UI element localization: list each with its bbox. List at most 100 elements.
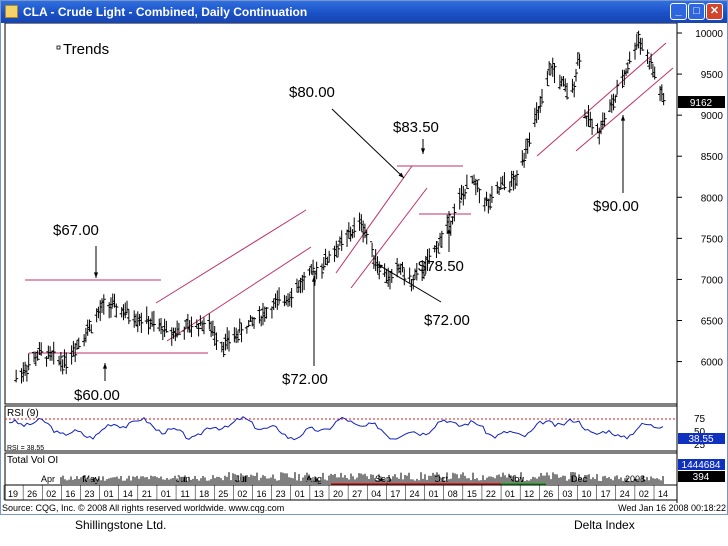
arrow-67-head (93, 272, 99, 278)
rsi-line (9, 416, 664, 441)
volume-label: Total Vol OI (7, 455, 58, 466)
window-title: CLA - Crude Light - Combined, Daily Cont… (23, 5, 308, 19)
date-axis-labels: 19 26 02 16 23 01 14 21 01 11 18 25 02 16 23 01 13 20 27 04… (3, 474, 668, 500)
arrow-60-head (102, 363, 108, 369)
volume-bars (60, 472, 664, 485)
arrow-72-aug-head (311, 276, 317, 282)
rsi-readout-text: 38.55 (688, 434, 713, 445)
date-tick-label: 01 (295, 489, 305, 499)
price-tick-label: 7000 (701, 275, 724, 286)
date-tick-label: 01 (104, 489, 114, 499)
date-tick-label: 14 (658, 489, 668, 499)
channel-2-lower (350, 187, 428, 289)
company-name: Shillingstone Ltd. (75, 518, 167, 532)
month-label: May (82, 474, 100, 484)
date-tick-label: 20 (333, 489, 343, 499)
date-tick-label: 26 (543, 489, 553, 499)
date-tick-label: 12 (524, 489, 534, 499)
brand-name: Delta Index (574, 518, 635, 532)
chart-app-icon (5, 5, 18, 18)
price-tick-label: 7500 (701, 234, 724, 245)
date-tick-label: 04 (371, 489, 381, 499)
rsi-readout (678, 433, 725, 444)
close-button[interactable]: ✕ (706, 3, 723, 20)
source-credit: Source: CQG, Inc. © 2008 All rights rese… (2, 503, 285, 513)
month-label: Jun (176, 474, 191, 484)
chart-title: Trends (63, 41, 109, 58)
date-tick-label: 13 (314, 489, 324, 499)
annotation-90: $90.00 (593, 198, 639, 215)
price-tick-label: 10000 (695, 29, 723, 40)
last-price-text: 9162 (690, 98, 713, 109)
date-tick-label: 03 (562, 489, 572, 499)
channel-1-upper (155, 209, 307, 304)
date-tick-label: 23 (276, 489, 286, 499)
annotation-83-50: $83.50 (393, 119, 439, 136)
date-tick-label: 02 (237, 489, 247, 499)
last-price-readout (678, 96, 725, 108)
minimize-button[interactable]: _ (670, 3, 687, 20)
volume-readout-1 (678, 459, 725, 470)
title-bar[interactable]: CLA - Crude Light - Combined, Daily Cont… (1, 1, 727, 23)
price-bars (14, 30, 666, 384)
month-label: Oct (434, 474, 449, 484)
arrow-83-50-head (420, 148, 426, 154)
date-tick-label: 16 (257, 489, 267, 499)
date-tick-label: 24 (620, 489, 630, 499)
annotation-78-50: $78.50 (418, 258, 464, 275)
date-tick-label: 01 (429, 489, 439, 499)
month-label: Dec (571, 474, 588, 484)
date-tick-label: 23 (84, 489, 94, 499)
channel-3-upper (536, 42, 667, 157)
annotation-60: $60.00 (74, 387, 120, 404)
trend-channels (25, 42, 674, 354)
price-tick-label: 6000 (701, 358, 724, 369)
month-label: Apr (41, 474, 55, 484)
date-tick-label: 16 (65, 489, 75, 499)
timestamp: Wed Jan 16 2008 00:18:22 (618, 503, 726, 513)
date-tick-label: 27 (352, 489, 362, 499)
price-axis: 10000 9500 9000 8500 8000 7500 7000 6500 6000 (677, 29, 723, 369)
rsi-tick-25: 25 (694, 440, 706, 451)
chart-window: CLA - Crude Light - Combined, Daily Cont… (0, 0, 728, 515)
date-tick-label: 08 (448, 489, 458, 499)
date-tick-label: 02 (639, 489, 649, 499)
month-label: Sep (375, 474, 391, 484)
channel-2-upper (335, 165, 413, 274)
date-tick-label: 26 (27, 489, 37, 499)
arrow-80-shaft (331, 108, 405, 179)
date-tick-label: 01 (505, 489, 515, 499)
price-tick-label: 9000 (701, 111, 724, 122)
price-tick-label: 8500 (701, 152, 724, 163)
rsi-lower-label: RSI = 38.55 (7, 445, 44, 452)
date-tick-label: 14 (123, 489, 133, 499)
price-chart[interactable]: 10000 9500 9000 8500 8000 7500 7000 6500 6000 Tr… (1, 23, 727, 503)
date-tick-label: 18 (199, 489, 209, 499)
volume-readout-1-text: 1444684 (682, 460, 721, 471)
date-tick-label: 17 (390, 489, 400, 499)
rsi-panel (4, 405, 678, 452)
month-label: Jul (235, 474, 247, 484)
rsi-tick-75: 75 (694, 414, 706, 425)
channel-3-lower (575, 67, 674, 152)
date-tick-label: 02 (46, 489, 56, 499)
date-tick-label: 22 (486, 489, 496, 499)
arrow-80-head (398, 172, 404, 178)
rsi-tick-50: 50 (694, 427, 706, 438)
rsi-label: RSI (9) (7, 408, 39, 419)
arrow-72-sep-head (377, 264, 383, 269)
annotation-72-aug: $72.00 (282, 371, 328, 388)
maximize-button[interactable]: □ (688, 3, 705, 20)
date-tick-label: 25 (218, 489, 228, 499)
date-tick-label: 01 (161, 489, 171, 499)
annotation-80: $80.00 (289, 84, 335, 101)
date-tick-label: 11 (180, 489, 189, 499)
date-tick-label: 19 (8, 489, 18, 499)
price-tick-label: 6500 (701, 317, 724, 328)
price-tick-label: 8000 (701, 193, 724, 204)
annotation-72-sep: $72.00 (424, 312, 470, 329)
date-tick-label: 10 (582, 489, 592, 499)
month-label: Aug (306, 474, 322, 484)
annotation-arrows (93, 108, 626, 381)
date-axis (4, 484, 678, 501)
